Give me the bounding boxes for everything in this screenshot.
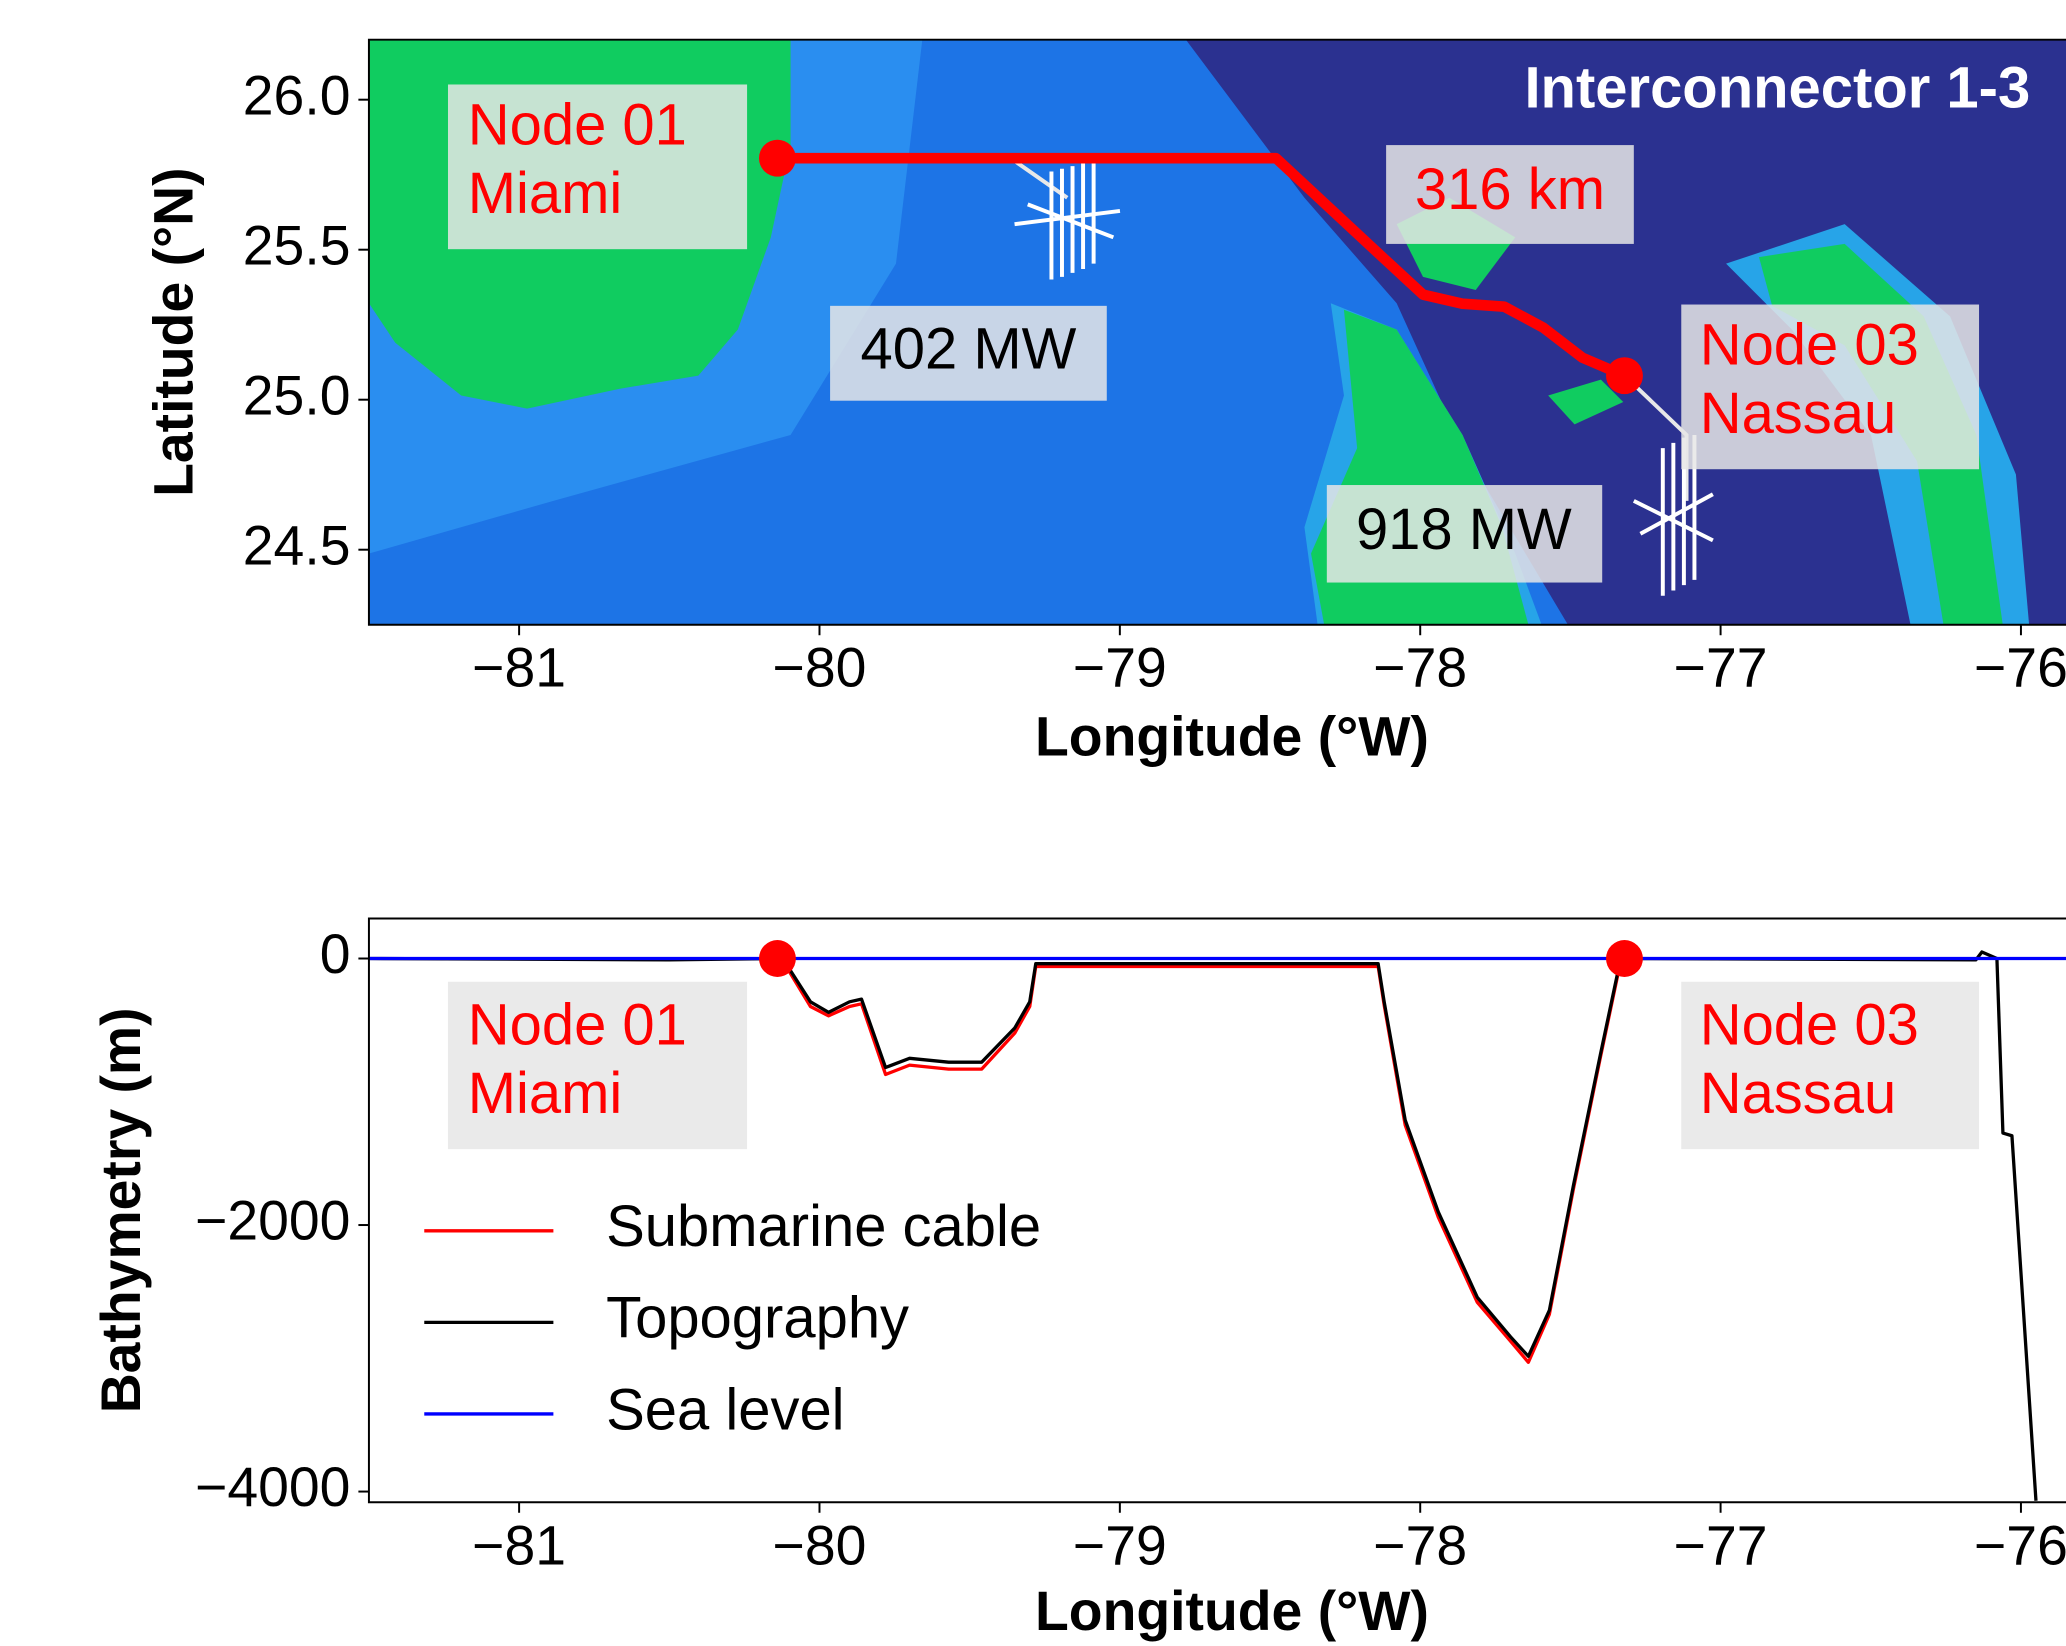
x-axis-label: Longitude (°W) <box>1035 1580 1429 1642</box>
annotation-box <box>1681 304 1980 470</box>
x-tick-label: −81 <box>472 1514 566 1576</box>
annotation-box <box>1386 145 1634 244</box>
annotation-box <box>447 84 748 250</box>
x-tick-label: −78 <box>1373 1514 1467 1576</box>
annotation-box <box>447 981 748 1150</box>
legend-label: Topography <box>606 1287 909 1351</box>
y-tick-label: −4000 <box>195 1456 350 1518</box>
x-tick-label: −81 <box>472 637 566 699</box>
node-marker <box>758 940 796 977</box>
axes-frame <box>367 917 2066 1504</box>
y-tick-label: 0 <box>320 923 351 985</box>
annotation-text: Miami <box>468 162 623 226</box>
cable-route <box>777 152 1627 381</box>
annotation-text: Node 03 <box>1700 314 1919 378</box>
y-tick-label: 24.5 <box>243 514 351 576</box>
annotation-text: 402 MW <box>861 318 1077 382</box>
y-tick-label: 26.0 <box>243 64 351 126</box>
node-marker <box>1606 940 1643 977</box>
x-tick-label: −80 <box>773 1514 867 1576</box>
x-axis-label: Longitude (°W) <box>1035 705 1429 767</box>
annotation-text: 316 km <box>1415 158 1605 222</box>
annotation-text: Nassau <box>1700 1062 1897 1126</box>
annotation-box <box>830 305 1107 401</box>
y-axis-label: Latitude (°N) <box>142 167 204 496</box>
y-tick-label: 25.0 <box>243 364 351 426</box>
annotation-text: Interconnector 1-3 <box>1524 57 2030 121</box>
y-tick-label: −2000 <box>195 1190 350 1252</box>
annotation-text: Miami <box>468 1062 623 1126</box>
x-tick-label: −76 <box>1974 637 2066 699</box>
y-tick-label: 25.5 <box>243 214 351 276</box>
legend-label: Submarine cable <box>606 1195 1041 1259</box>
x-tick-label: −79 <box>1073 637 1167 699</box>
annotation-box <box>1681 981 1980 1150</box>
annotation-text: 918 MW <box>1356 498 1572 562</box>
node-marker <box>1606 357 1643 395</box>
axes-frame <box>367 38 2066 626</box>
x-tick-label: −80 <box>773 637 867 699</box>
annotation-text: Node 01 <box>468 94 687 158</box>
x-tick-label: −79 <box>1073 1514 1167 1576</box>
legend-label: Sea level <box>606 1378 844 1442</box>
x-tick-label: −78 <box>1373 637 1467 699</box>
x-tick-label: −77 <box>1674 637 1768 699</box>
node-marker <box>758 139 796 177</box>
annotation-text: Node 01 <box>468 994 687 1058</box>
x-tick-label: −76 <box>1974 1514 2066 1576</box>
x-tick-label: −77 <box>1674 1514 1768 1576</box>
annotation-text: Nassau <box>1700 382 1897 446</box>
y-axis-label: Bathymetry (m) <box>90 1007 152 1413</box>
annotation-text: Node 03 <box>1700 994 1919 1058</box>
annotation-box <box>1326 485 1603 583</box>
